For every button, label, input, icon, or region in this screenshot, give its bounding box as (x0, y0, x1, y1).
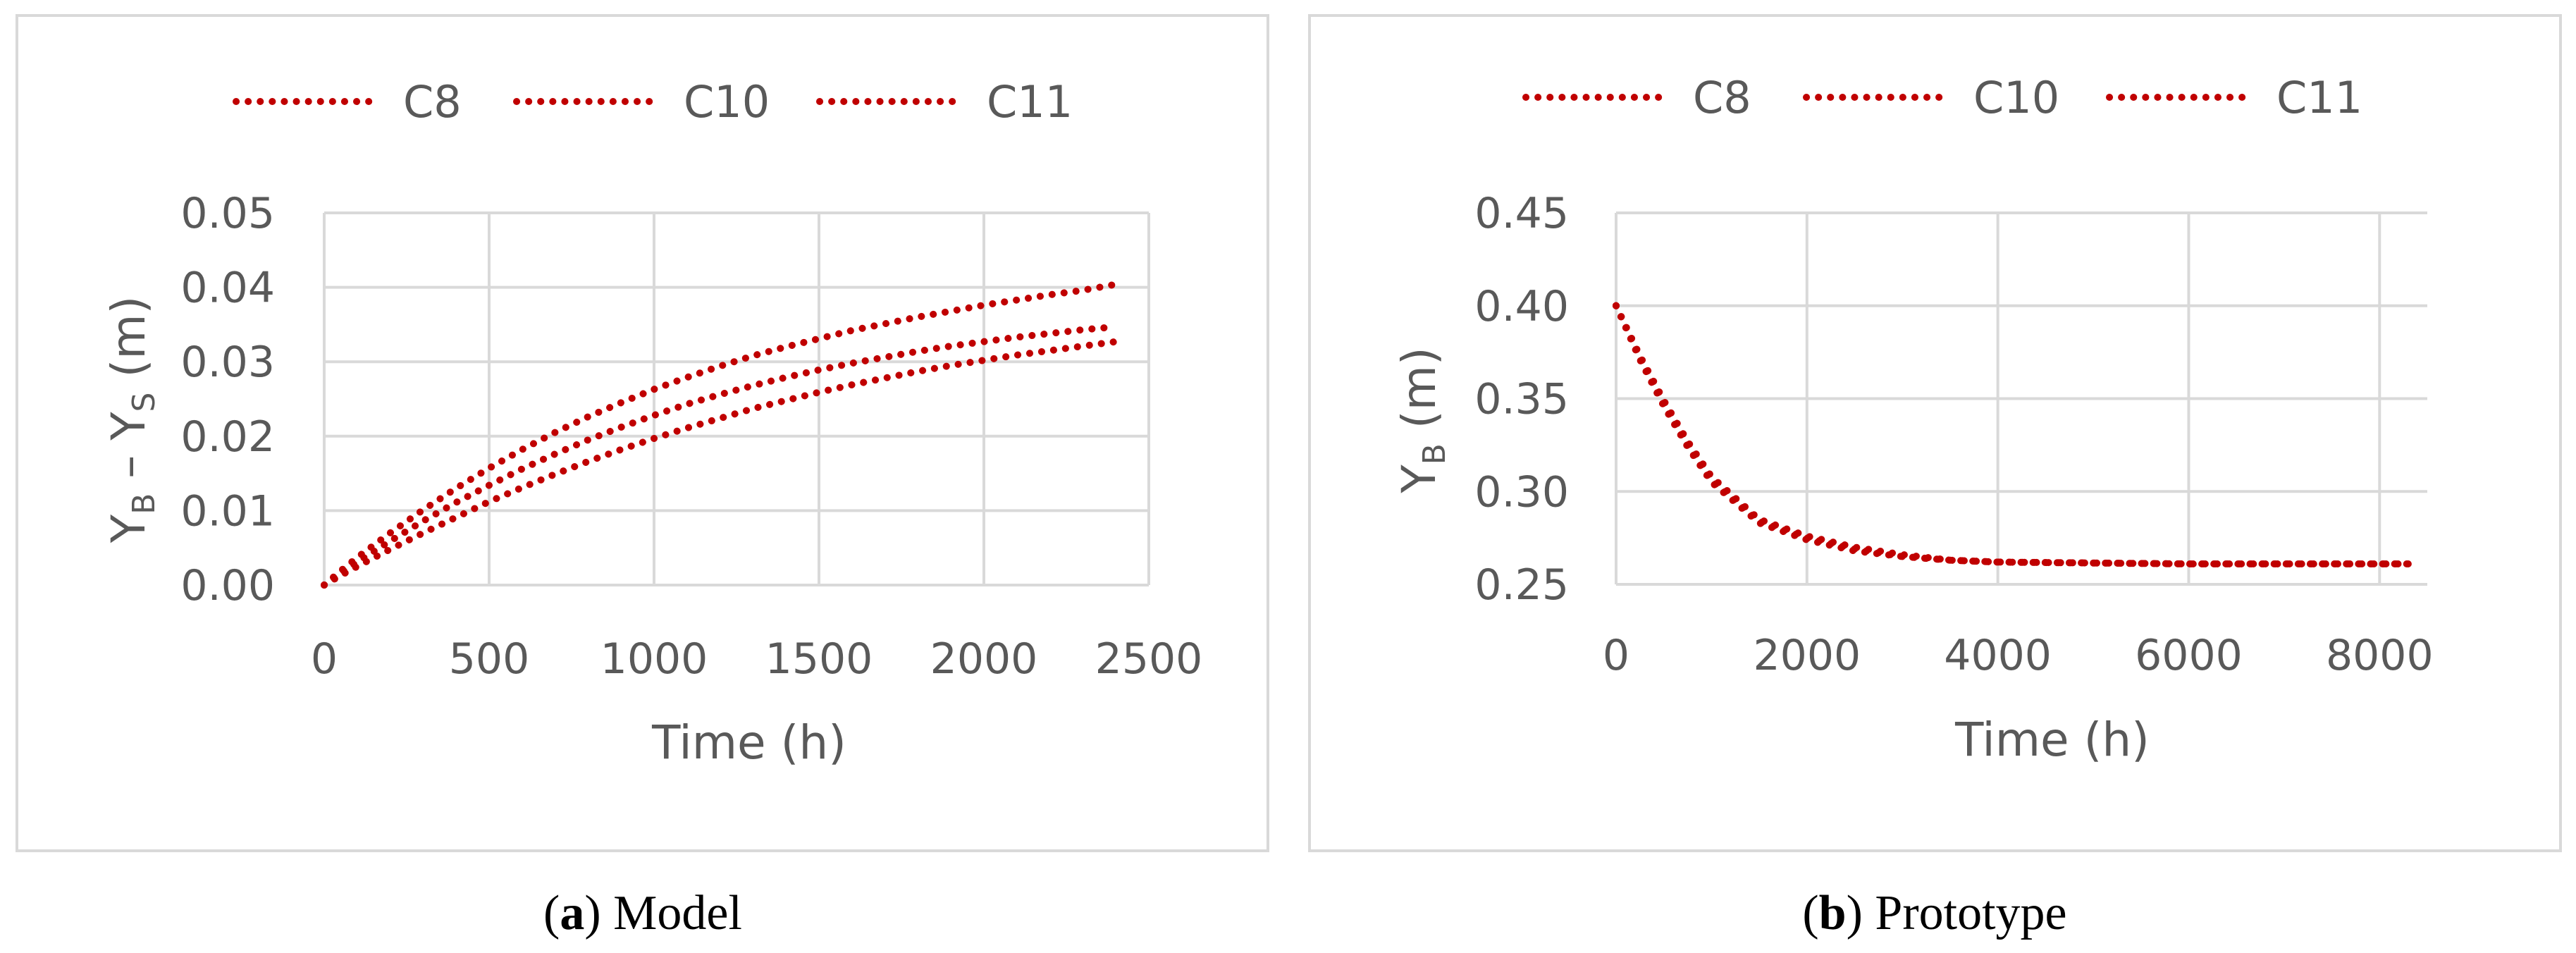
series-line-c11 (1613, 302, 2412, 567)
y-tick-label: 0.01 (180, 486, 275, 536)
panel-b-frame (1308, 14, 2562, 852)
x-tick-label: 1500 (765, 634, 873, 684)
x-tick-label: 0 (311, 634, 338, 684)
panel-b-legend: C8 C10 C11 (1522, 72, 2362, 123)
y-tick-label: 0.30 (1474, 467, 1569, 517)
panel-a-frame (16, 14, 1269, 852)
panel-a-legend: C8 C10 C11 (233, 76, 1073, 128)
x-tick-label: 2000 (1753, 631, 1861, 680)
legend-label-c8: C8 (403, 76, 462, 128)
legend-label-c10: C10 (684, 76, 770, 128)
panel-a-x-axis-title: Time (h) (651, 715, 846, 770)
panel-a-ticks: 0.00 0.01 0.02 0.03 0.04 0.05 0 500 1000 1500 2000… (180, 189, 1202, 684)
y-tick-label: 0.40 (1474, 282, 1569, 331)
legend-label-c10: C10 (1973, 72, 2059, 123)
legend-label-c8: C8 (1693, 72, 1751, 123)
panel-b-gridlines (1615, 211, 2427, 586)
series-line-c11 (321, 281, 1120, 589)
panel-a-y-axis-title: YB – YS (m) (101, 296, 162, 544)
y-tick-label: 0.05 (180, 189, 275, 238)
y-tick-label: 0.00 (180, 561, 275, 610)
x-tick-label: 2000 (930, 634, 1038, 684)
x-tick-label: 1000 (600, 634, 708, 684)
panel-a-series (321, 281, 1120, 589)
series-line-c10 (321, 323, 1120, 589)
panel-b-x-axis-title: Time (h) (1954, 713, 2150, 767)
y-tick-label: 0.25 (1474, 560, 1569, 610)
panel-b-series (1613, 302, 2412, 567)
panel-b-chart: 0.25 0.30 0.35 0.40 0.45 0 2000 4000 6000 8000 C8… (1392, 72, 2434, 767)
panel-a-caption: (a) Model (543, 886, 742, 940)
panel-b-caption: (b) Prototype (1802, 886, 2066, 940)
legend-label-c11: C11 (987, 76, 1073, 128)
panel-b-y-axis-title: YB (m) (1392, 347, 1453, 493)
panel-b-ticks: 0.25 0.30 0.35 0.40 0.45 0 2000 4000 6000 8000 (1474, 189, 2433, 680)
x-tick-label: 2500 (1095, 634, 1203, 684)
panel-a-chart: 0.00 0.01 0.02 0.03 0.04 0.05 0 500 1000 1500 2000… (101, 76, 1202, 770)
series-line-c10 (1613, 302, 2412, 567)
x-tick-label: 500 (449, 634, 530, 684)
panel-a-gridlines (323, 211, 1150, 586)
y-tick-label: 0.03 (180, 338, 275, 387)
y-tick-label: 0.04 (180, 264, 275, 313)
y-tick-label: 0.45 (1474, 189, 1569, 238)
series-line-c8 (1613, 302, 2412, 567)
x-tick-label: 6000 (2135, 631, 2243, 680)
x-tick-label: 4000 (1944, 631, 2052, 680)
x-tick-label: 8000 (2326, 631, 2434, 680)
x-tick-label: 0 (1603, 631, 1629, 680)
y-tick-label: 0.35 (1474, 375, 1569, 424)
series-line-c8 (321, 338, 1120, 589)
legend-label-c11: C11 (2276, 72, 2362, 123)
y-tick-label: 0.02 (180, 412, 275, 462)
